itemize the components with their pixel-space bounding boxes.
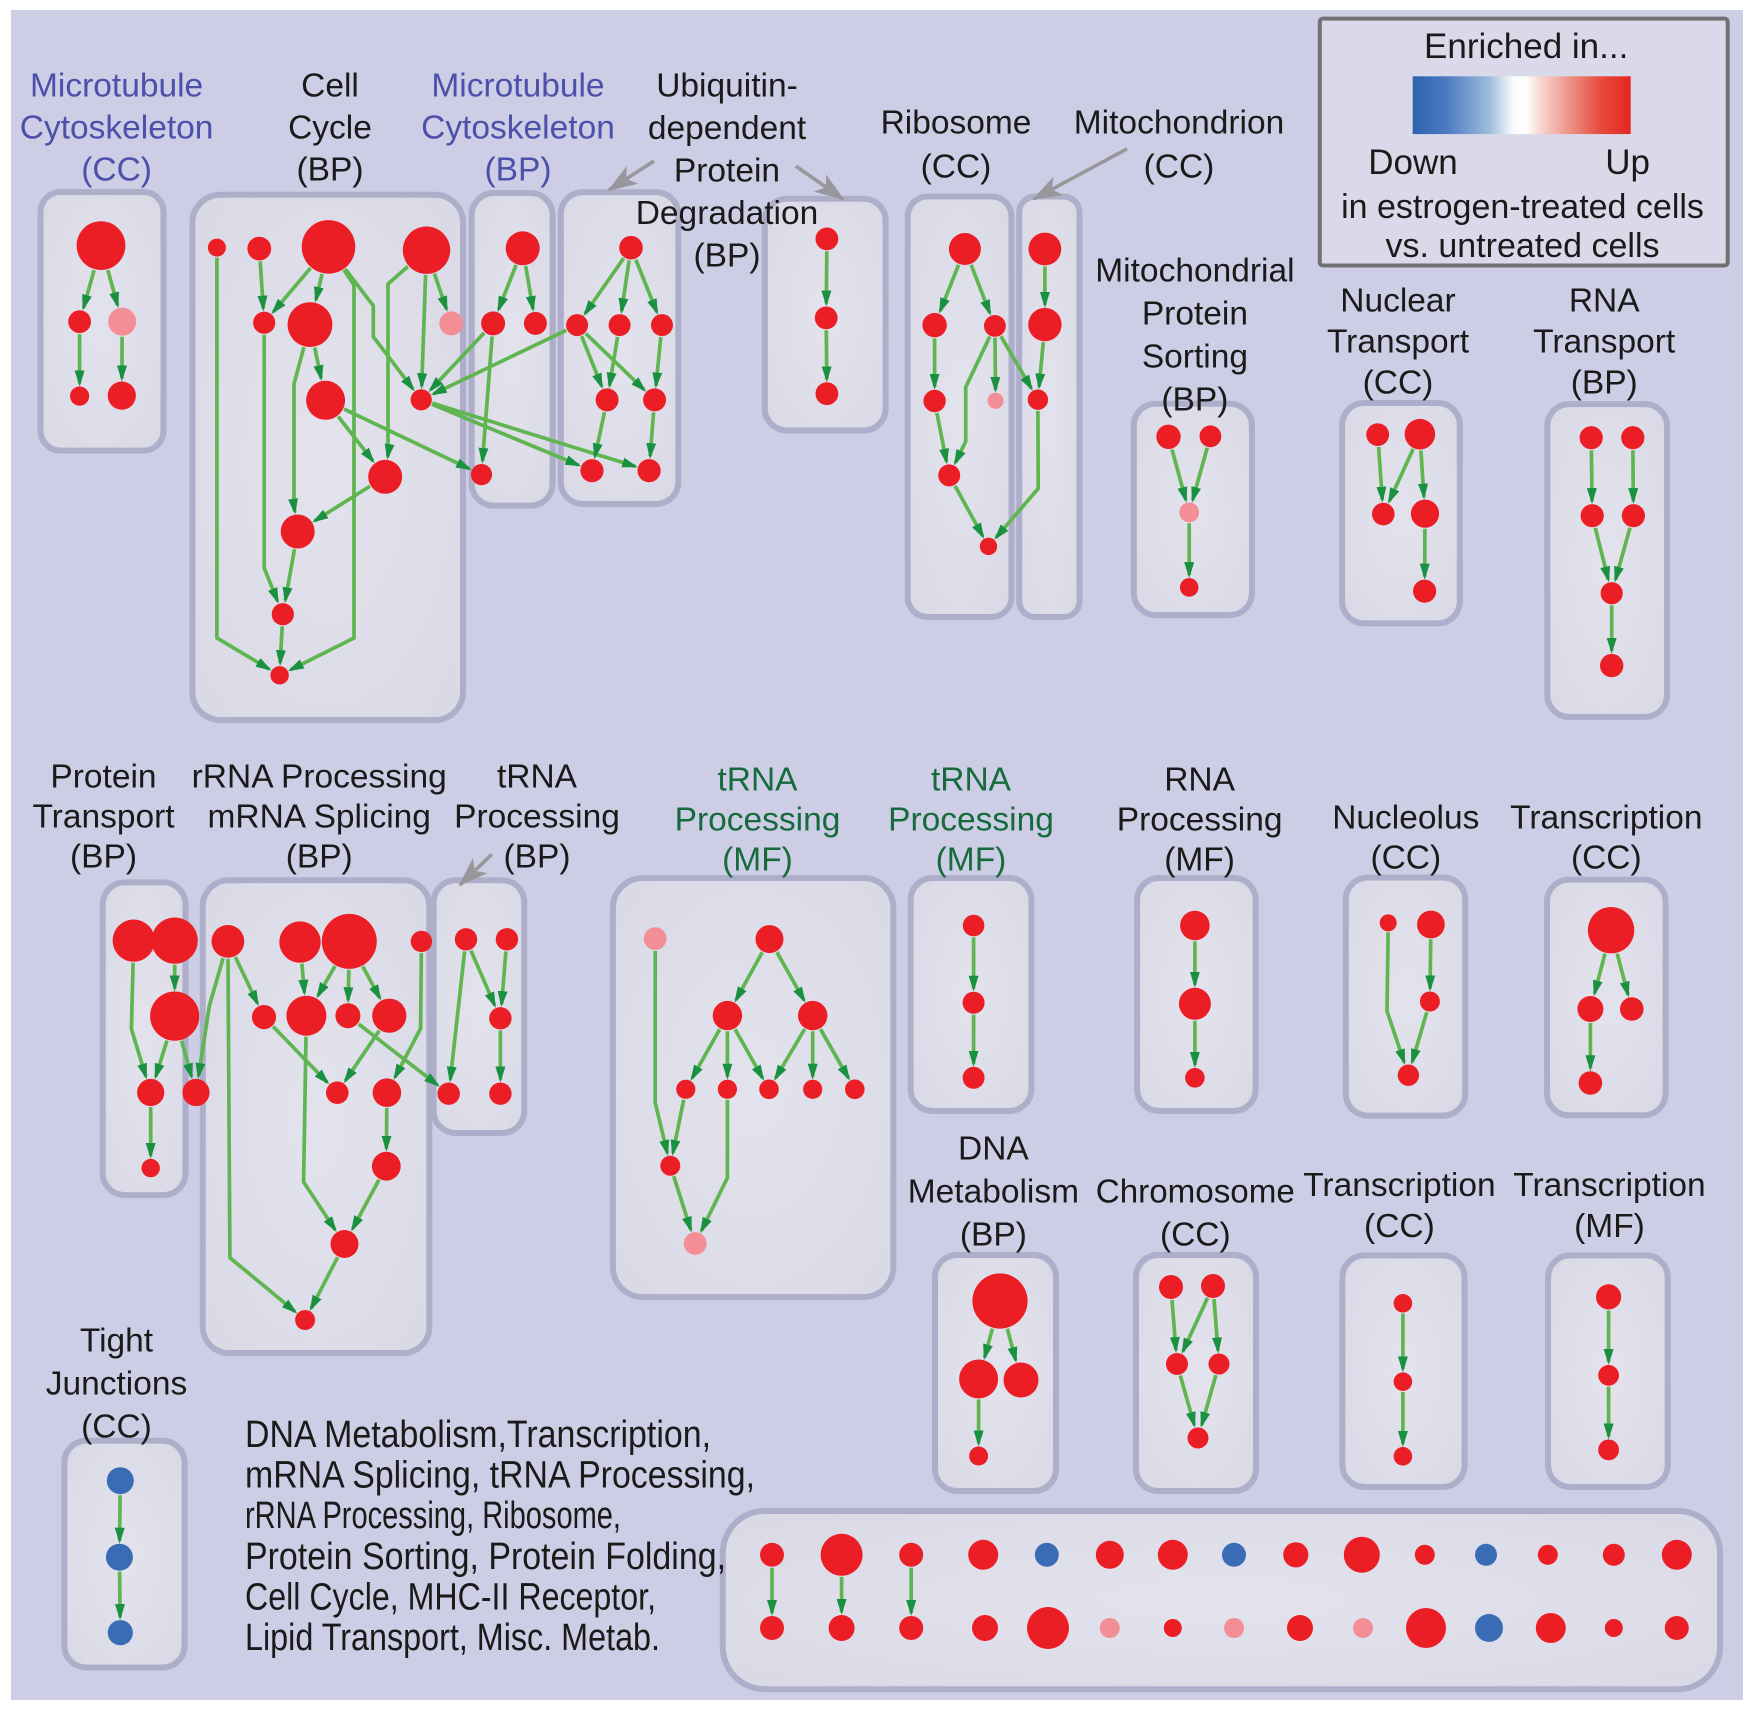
svg-text:(BP): (BP)	[1161, 382, 1228, 419]
svg-text:Nucleolus: Nucleolus	[1332, 800, 1479, 837]
svg-text:tRNA: tRNA	[717, 762, 798, 799]
svg-text:Enriched in...: Enriched in...	[1424, 27, 1628, 66]
svg-text:(BP): (BP)	[70, 839, 137, 876]
svg-text:Transport: Transport	[32, 799, 175, 836]
svg-text:rRNA Processing: rRNA Processing	[192, 759, 447, 796]
svg-text:Metabolism: Metabolism	[908, 1173, 1079, 1210]
svg-text:Ribosome: Ribosome	[881, 105, 1032, 142]
svg-text:Ubiquitin-: Ubiquitin-	[656, 68, 798, 105]
svg-text:(CC): (CC)	[1160, 1217, 1231, 1254]
svg-text:(CC): (CC)	[1370, 840, 1441, 877]
svg-text:(MF): (MF)	[936, 842, 1007, 879]
svg-text:Tight: Tight	[80, 1322, 154, 1359]
svg-text:(CC): (CC)	[81, 1408, 152, 1445]
svg-text:(CC): (CC)	[1363, 365, 1434, 402]
svg-text:(BP): (BP)	[1571, 365, 1638, 402]
svg-text:mRNA Splicing, tRNA Processing: mRNA Splicing, tRNA Processing,	[245, 1455, 755, 1497]
svg-text:Transcription: Transcription	[1510, 800, 1702, 837]
svg-text:(CC): (CC)	[921, 149, 992, 186]
svg-text:Protein: Protein	[50, 759, 156, 796]
svg-text:Nuclear: Nuclear	[1340, 283, 1455, 320]
svg-text:Cell: Cell	[301, 68, 359, 105]
svg-text:mRNA Splicing: mRNA Splicing	[207, 799, 430, 836]
svg-text:Cytoskeleton: Cytoskeleton	[20, 110, 214, 147]
svg-text:Microtubule: Microtubule	[431, 68, 604, 105]
svg-text:(CC): (CC)	[1571, 840, 1642, 877]
svg-text:(BP): (BP)	[485, 152, 552, 189]
svg-text:(MF): (MF)	[722, 842, 793, 879]
svg-text:Transport: Transport	[1327, 324, 1470, 361]
svg-text:Sorting: Sorting	[1142, 339, 1248, 376]
svg-text:Transcription: Transcription	[1303, 1167, 1495, 1204]
svg-text:Cell Cycle, MHC-II Receptor,: Cell Cycle, MHC-II Receptor,	[245, 1576, 656, 1618]
svg-text:Processing: Processing	[454, 799, 620, 836]
svg-text:Processing: Processing	[1117, 802, 1283, 839]
svg-text:Junctions: Junctions	[46, 1365, 188, 1402]
svg-text:tRNA: tRNA	[931, 762, 1012, 799]
svg-text:Protein: Protein	[1142, 296, 1248, 333]
svg-text:(BP): (BP)	[286, 839, 353, 876]
svg-text:Up: Up	[1605, 143, 1650, 182]
svg-text:(MF): (MF)	[1164, 842, 1235, 879]
svg-text:(CC): (CC)	[1364, 1208, 1435, 1245]
svg-text:Transcription: Transcription	[1513, 1167, 1705, 1204]
svg-text:RNA: RNA	[1164, 762, 1235, 799]
svg-text:(MF): (MF)	[1574, 1208, 1645, 1245]
svg-text:Microtubule: Microtubule	[30, 68, 203, 105]
svg-text:rRNA Processing, Ribosome,: rRNA Processing, Ribosome,	[245, 1495, 621, 1537]
svg-text:Protein: Protein	[674, 153, 780, 190]
svg-text:DNA Metabolism,Transcription,: DNA Metabolism,Transcription,	[245, 1414, 711, 1456]
svg-text:Processing: Processing	[675, 802, 841, 839]
svg-text:Processing: Processing	[888, 802, 1054, 839]
svg-text:Chromosome: Chromosome	[1096, 1174, 1295, 1211]
svg-text:Mitochondrion: Mitochondrion	[1074, 105, 1284, 142]
svg-text:tRNA: tRNA	[497, 759, 578, 796]
svg-text:Degradation: Degradation	[636, 195, 819, 232]
svg-text:dependent: dependent	[648, 110, 807, 147]
svg-text:(BP): (BP)	[504, 839, 571, 876]
svg-text:(CC): (CC)	[81, 152, 152, 189]
svg-text:(BP): (BP)	[694, 238, 761, 275]
svg-text:Transport: Transport	[1533, 324, 1676, 361]
svg-text:(BP): (BP)	[297, 152, 364, 189]
svg-text:Down: Down	[1368, 143, 1457, 182]
svg-text:Lipid Transport, Misc. Metab.: Lipid Transport, Misc. Metab.	[245, 1617, 660, 1659]
svg-text:RNA: RNA	[1569, 283, 1640, 320]
svg-text:(CC): (CC)	[1144, 149, 1215, 186]
svg-text:Mitochondrial: Mitochondrial	[1095, 253, 1294, 290]
svg-text:Cytoskeleton: Cytoskeleton	[421, 110, 615, 147]
svg-text:Protein Sorting, Protein Foldi: Protein Sorting, Protein Folding,	[245, 1536, 726, 1578]
svg-text:vs. untreated cells: vs. untreated cells	[1385, 227, 1659, 265]
svg-text:Cycle: Cycle	[288, 110, 372, 147]
svg-text:DNA: DNA	[958, 1130, 1029, 1167]
svg-text:(BP): (BP)	[960, 1216, 1027, 1253]
svg-text:in estrogen-treated cells: in estrogen-treated cells	[1341, 188, 1704, 226]
